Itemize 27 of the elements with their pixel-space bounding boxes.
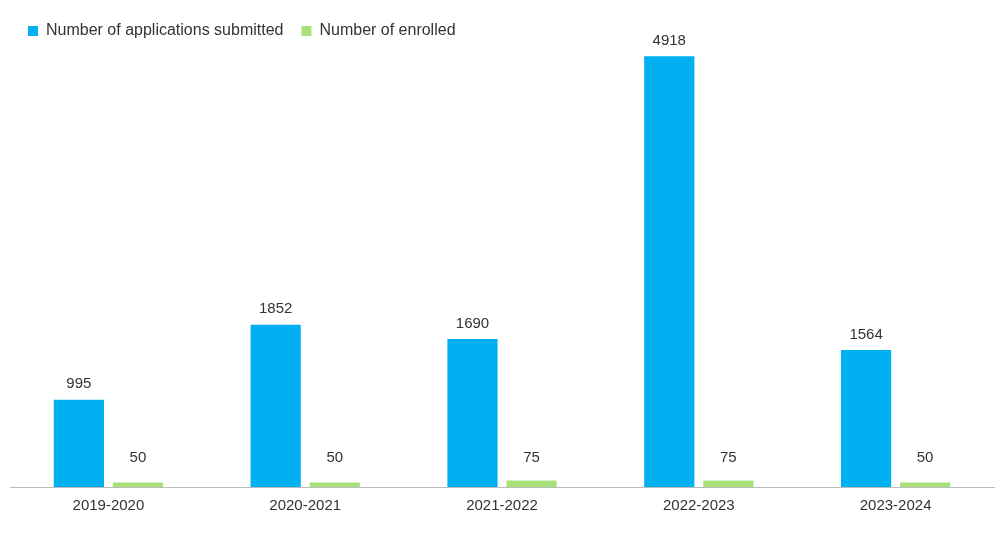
x-tick-label: 2020-2021 (269, 496, 342, 514)
bar (53, 399, 104, 487)
bar (447, 338, 498, 487)
legend-label: Number of applications submitted (46, 21, 284, 39)
bar (840, 349, 892, 487)
x-tick-label: 2019-2020 (72, 496, 145, 514)
data-label: 1852 (258, 299, 293, 317)
x-tick-label: 2023-2024 (859, 496, 932, 514)
data-label: 75 (719, 447, 737, 465)
bar (644, 56, 695, 487)
data-label: 1690 (455, 313, 490, 331)
x-tick-label: 2022-2023 (662, 496, 735, 514)
bar (703, 480, 754, 487)
data-label: 4918 (652, 30, 686, 48)
legend-label: Number of enrolled (319, 21, 456, 39)
bar (112, 482, 164, 487)
data-label: 995 (66, 374, 92, 392)
bar (506, 480, 557, 487)
data-label: 50 (326, 447, 344, 465)
bar (250, 324, 301, 487)
bar (309, 482, 360, 487)
data-label: 50 (129, 447, 147, 465)
data-label: 50 (916, 447, 934, 465)
data-label: 75 (523, 447, 540, 465)
bar (900, 482, 951, 487)
data-label: 1564 (849, 324, 883, 342)
x-tick-label: 2021-2022 (466, 496, 538, 514)
